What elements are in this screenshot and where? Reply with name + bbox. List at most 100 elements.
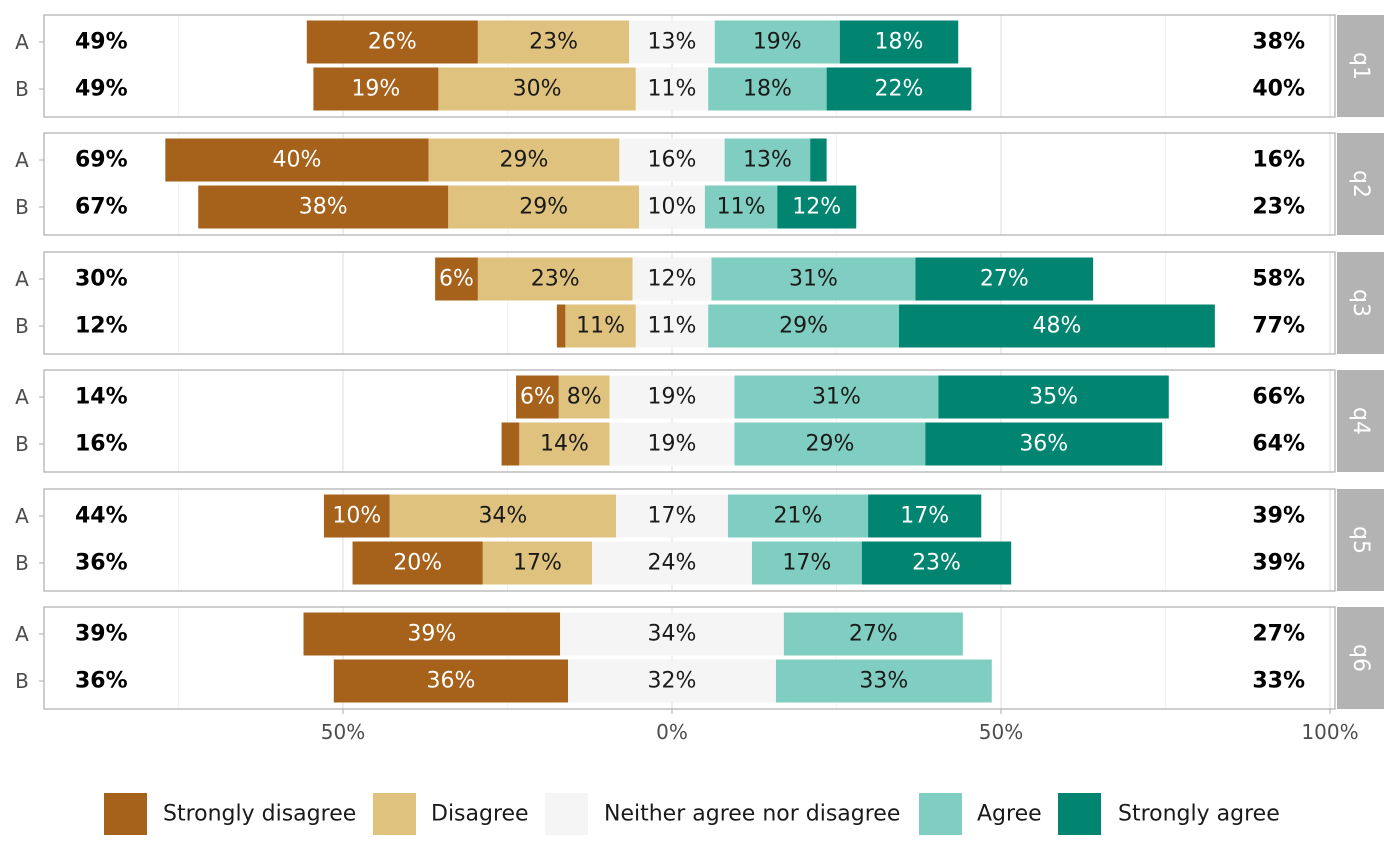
left-total-label: 49% [75, 77, 128, 102]
left-total-label: 16% [75, 432, 128, 457]
segment-label: 11% [648, 314, 697, 339]
segment-label: 27% [849, 622, 898, 647]
bar-segment-agree [783, 612, 963, 656]
bar-segment-agree [708, 67, 827, 111]
bar-segment-strongly-disagree [516, 375, 559, 419]
left-total-label: 36% [75, 551, 128, 576]
bar-segment-neither-agree-nor-disagree [632, 257, 712, 301]
bar-segment-strongly-disagree [323, 494, 390, 538]
segment-label: 18% [743, 77, 792, 102]
left-total-label: 39% [75, 622, 128, 647]
left-total-label: 30% [75, 267, 128, 292]
segment-label: 6% [520, 385, 555, 410]
y-axis-label: A [15, 622, 29, 646]
segment-label: 29% [499, 148, 548, 173]
bar-segment-disagree [477, 257, 633, 301]
bar-segment-strongly-disagree [501, 422, 520, 466]
right-total-label: 39% [1252, 551, 1305, 576]
left-total-label: 14% [75, 385, 128, 410]
segment-label: 40% [272, 148, 321, 173]
segment-label: 17% [648, 504, 697, 529]
left-total-label: 36% [75, 669, 128, 694]
legend-key-disagree [373, 793, 416, 835]
y-axis-label: A [15, 30, 29, 54]
segment-label: 14% [540, 432, 589, 457]
legend-label: Strongly disagree [163, 802, 356, 827]
bar-segment-disagree [482, 541, 593, 585]
segment-label: 23% [529, 30, 578, 55]
bar-segment-neither-agree-nor-disagree [609, 375, 735, 419]
facet-strip-label: q4 [1348, 407, 1373, 435]
bar-segment-strongly-disagree [303, 612, 561, 656]
y-axis-label: B [15, 669, 29, 693]
bar-segment-strongly-disagree [352, 541, 483, 585]
facet-strip [1337, 370, 1384, 472]
legend-label: Disagree [431, 802, 529, 827]
bar-segment-neither-agree-nor-disagree [629, 20, 715, 64]
legend-key-strongly-disagree [104, 793, 147, 835]
bar-segment-agree [711, 257, 916, 301]
segment-label: 35% [1029, 385, 1078, 410]
panel-border [43, 132, 1336, 236]
right-total-label: 64% [1252, 432, 1305, 457]
facet-strip [1337, 489, 1384, 591]
segment-label: 27% [980, 267, 1029, 292]
right-total-label: 39% [1252, 504, 1305, 529]
bar-segment-disagree [428, 138, 620, 182]
bar-segment-strongly-agree [925, 422, 1163, 466]
segment-label: 36% [426, 669, 475, 694]
panel-border [43, 488, 1336, 592]
facet-strip [1337, 15, 1384, 117]
left-total-label: 69% [75, 148, 128, 173]
bar-segment-neither-agree-nor-disagree [639, 185, 705, 229]
y-axis-label: A [15, 504, 29, 528]
facet-strip [1337, 252, 1384, 354]
left-total-label: 49% [75, 30, 128, 55]
bar-segment-disagree [565, 304, 636, 348]
segment-label: 10% [648, 195, 697, 220]
segment-label: 24% [648, 551, 697, 576]
bar-segment-agree [714, 20, 840, 64]
bar-segment-strongly-disagree [306, 20, 478, 64]
y-axis-label: B [15, 77, 29, 101]
segment-label: 21% [774, 504, 823, 529]
segment-label: 30% [513, 77, 562, 102]
bar-segment-strongly-agree [826, 67, 972, 111]
panel-border [43, 14, 1336, 118]
segment-label: 26% [368, 30, 417, 55]
legend-key-neither-agree-nor-disagree [545, 793, 588, 835]
segment-label: 29% [805, 432, 854, 457]
bar-segment-disagree [389, 494, 617, 538]
panel-border [43, 251, 1336, 355]
segment-label: 39% [407, 622, 456, 647]
segment-label: 12% [792, 195, 841, 220]
segment-label: 11% [717, 195, 766, 220]
facet-strip-label: q6 [1348, 644, 1373, 672]
bar-segment-neither-agree-nor-disagree [619, 138, 725, 182]
right-total-label: 77% [1252, 314, 1305, 339]
y-axis-label: B [15, 314, 29, 338]
bar-segment-disagree [558, 375, 610, 419]
segment-label: 32% [648, 669, 697, 694]
bar-segment-strongly-disagree [556, 304, 566, 348]
right-total-label: 16% [1252, 148, 1305, 173]
bar-segment-strongly-agree [839, 20, 959, 64]
bar-segment-agree [724, 138, 811, 182]
segment-label: 12% [648, 267, 697, 292]
facet-strip [1337, 133, 1384, 235]
bar-segment-strongly-agree [915, 257, 1094, 301]
bar-segment-disagree [438, 67, 636, 111]
bar-segment-strongly-disagree [165, 138, 429, 182]
segment-label: 33% [859, 669, 908, 694]
bar-segment-strongly-agree [861, 541, 1012, 585]
facet-strip-label: q3 [1348, 289, 1373, 317]
segment-label: 13% [648, 30, 697, 55]
segment-label: 38% [299, 195, 348, 220]
segment-label: 29% [519, 195, 568, 220]
bar-segment-agree [734, 375, 939, 419]
legend-label: Agree [977, 802, 1042, 827]
bar-segment-neither-agree-nor-disagree [616, 494, 728, 538]
bar-segment-agree [751, 541, 862, 585]
bar-segment-neither-agree-nor-disagree [560, 612, 784, 656]
